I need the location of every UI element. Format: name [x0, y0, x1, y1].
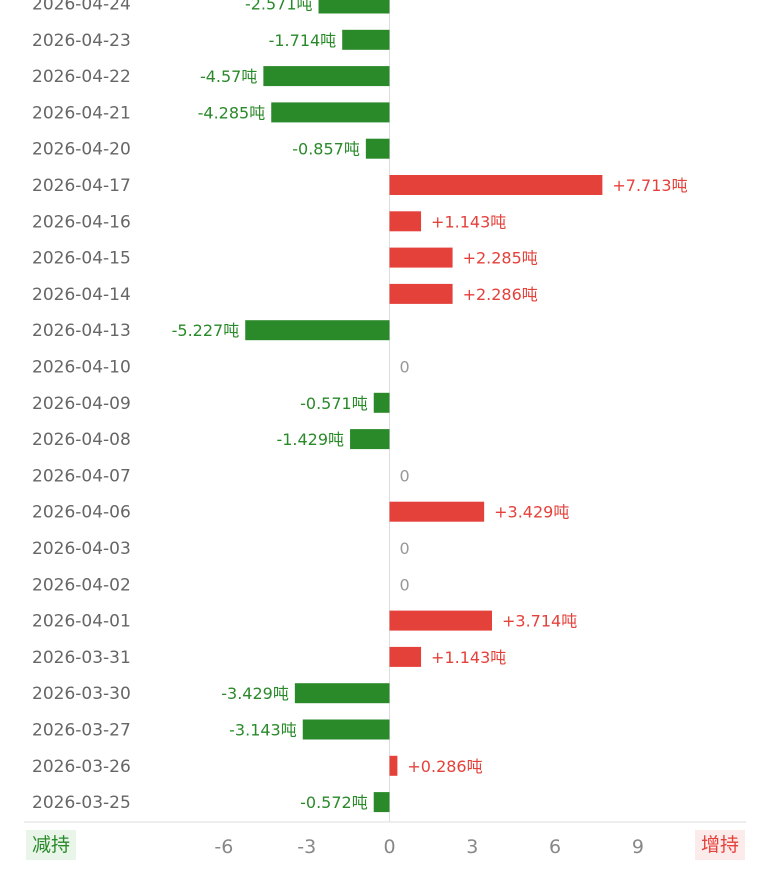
date-label: 2026-03-26	[32, 757, 131, 777]
date-label: 2026-03-31	[32, 648, 131, 668]
date-label: 2026-04-13	[32, 321, 131, 341]
bar	[389, 283, 453, 304]
value-label: 0	[400, 575, 410, 594]
bar	[318, 0, 390, 14]
bar	[389, 247, 453, 268]
x-tick-label: 3	[466, 836, 478, 858]
date-label: 2026-04-20	[32, 140, 131, 160]
date-label: 2026-03-30	[32, 684, 131, 704]
date-label: 2026-04-15	[32, 249, 131, 269]
value-label: -0.857吨	[292, 140, 360, 159]
bar	[373, 392, 390, 413]
date-label: 2026-04-01	[32, 612, 131, 632]
date-label: 2026-04-21	[32, 103, 131, 123]
value-label: -5.227吨	[172, 321, 240, 340]
bar	[389, 175, 603, 195]
date-label: 2026-04-22	[32, 67, 131, 87]
x-tick-label: -6	[214, 836, 233, 858]
date-label: 2026-04-02	[32, 575, 131, 595]
value-label: 0	[400, 539, 410, 558]
x-tick-label: 0	[383, 836, 395, 858]
value-label: +3.714吨	[502, 612, 577, 631]
bar	[389, 211, 422, 232]
bar	[342, 29, 390, 50]
value-label: +2.285吨	[463, 249, 538, 268]
value-label: 0	[400, 466, 410, 485]
bar	[350, 429, 390, 450]
value-label: 0	[400, 358, 410, 377]
bar	[389, 646, 422, 667]
bar	[245, 320, 390, 341]
x-tick-label: 6	[549, 836, 561, 858]
bar	[365, 138, 390, 159]
date-label: 2026-04-08	[32, 430, 131, 450]
value-label: -1.429吨	[276, 430, 344, 449]
bar	[389, 755, 398, 776]
value-label: -3.429吨	[221, 684, 289, 703]
legend-increase-label: 增持	[695, 830, 745, 860]
value-label: +1.143吨	[431, 212, 506, 231]
value-label: -0.572吨	[300, 793, 368, 812]
date-label: 2026-04-06	[32, 503, 131, 523]
date-label: 2026-04-14	[32, 285, 131, 305]
date-label: 2026-04-10	[32, 358, 131, 378]
date-label: 2026-04-09	[32, 394, 131, 414]
bar	[389, 501, 485, 522]
value-label: +7.713吨	[612, 176, 687, 195]
bar	[389, 610, 493, 631]
date-label: 2026-04-16	[32, 212, 131, 232]
legend-decrease-label: 减持	[26, 830, 76, 860]
value-label: +0.286吨	[407, 757, 482, 776]
date-label: 2026-04-03	[32, 539, 131, 559]
date-label: 2026-03-25	[32, 793, 131, 813]
value-label: -1.714吨	[269, 31, 337, 50]
bar	[294, 683, 390, 704]
value-label: +1.143吨	[431, 648, 506, 667]
value-label: -0.571吨	[300, 394, 368, 413]
date-label: 2026-04-23	[32, 31, 131, 51]
value-label: -2.571吨	[245, 0, 313, 14]
date-label: 2026-04-17	[32, 176, 131, 196]
value-label: +2.286吨	[463, 285, 538, 304]
value-label: -4.285吨	[198, 103, 266, 122]
value-label: -4.57吨	[200, 67, 257, 86]
bar	[271, 102, 390, 123]
bar	[302, 719, 390, 740]
value-label: -3.143吨	[229, 721, 297, 740]
date-label: 2026-04-07	[32, 466, 131, 486]
bar	[263, 66, 390, 87]
date-label: 2026-04-24	[32, 0, 131, 15]
bar	[373, 792, 390, 813]
date-label: 2026-03-27	[32, 721, 131, 741]
value-label: +3.429吨	[494, 503, 569, 522]
x-tick-label: 9	[632, 836, 644, 858]
x-tick-label: -3	[297, 836, 316, 858]
